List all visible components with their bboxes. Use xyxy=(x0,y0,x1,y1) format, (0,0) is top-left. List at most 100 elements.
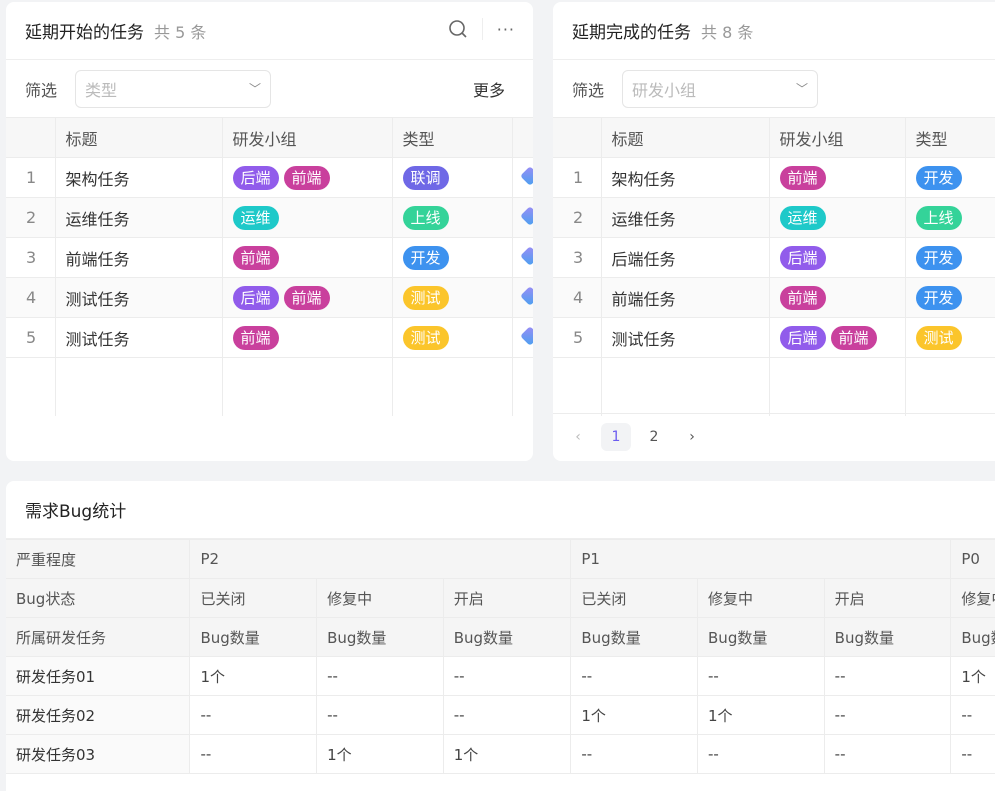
status-header: 修复中 xyxy=(697,578,825,618)
table-row[interactable]: 2 运维任务 运维 上线 xyxy=(6,197,533,238)
avatar-icon xyxy=(519,326,533,346)
tag: 前端 xyxy=(779,165,826,190)
severity-header: P1 xyxy=(570,539,952,579)
chevron-down-icon: ﹀ xyxy=(249,82,262,96)
tag: 开发 xyxy=(915,165,962,190)
avatar-icon xyxy=(519,286,533,306)
empty-cell xyxy=(6,357,56,416)
bug-count: -- xyxy=(316,695,444,735)
column-header[interactable]: 标题 xyxy=(601,117,770,158)
row-index: 2 xyxy=(6,197,56,238)
task-title[interactable]: 架构任务 xyxy=(55,157,223,198)
column-header-partial[interactable] xyxy=(512,117,533,158)
column-header[interactable]: 类型 xyxy=(905,117,995,158)
task-title[interactable]: 架构任务 xyxy=(601,157,770,198)
column-header[interactable]: 标题 xyxy=(55,117,223,158)
task-title[interactable]: 测试任务 xyxy=(601,317,770,358)
metric-row: 所属研发任务Bug数量Bug数量Bug数量Bug数量Bug数量Bug数量Bug数… xyxy=(6,617,995,657)
table-row[interactable]: 5 测试任务 后端 前端 测试 xyxy=(553,317,995,358)
bug-count: -- xyxy=(443,695,572,735)
task-title[interactable]: 运维任务 xyxy=(55,197,223,238)
empty-cell xyxy=(905,357,995,416)
table-row[interactable]: 3 后端任务 后端 开发 xyxy=(553,237,995,278)
table-row[interactable]: 4 测试任务 后端 前端 测试 xyxy=(6,277,533,318)
task-title[interactable]: 测试任务 xyxy=(55,317,223,358)
bug-count: 1个 xyxy=(697,695,825,735)
metric-header: Bug数量 xyxy=(950,617,995,657)
task-title[interactable]: 前端任务 xyxy=(601,277,770,318)
more-options-icon[interactable]: ··· xyxy=(496,19,515,39)
status-header: 开启 xyxy=(443,578,572,618)
task-table: 标题 研发小组 类型 1 架构任务 后端 前端 联调 2 运维任务 运维 上线 3 前端任务 前端 开发 4 测… xyxy=(6,117,533,416)
empty-cell xyxy=(222,357,393,416)
bug-count: 1个 xyxy=(316,734,444,774)
prev-page-icon[interactable]: ‹ xyxy=(575,429,581,445)
column-header[interactable]: 研发小组 xyxy=(222,117,393,158)
tag: 后端 xyxy=(232,285,279,310)
task-title[interactable]: 后端任务 xyxy=(601,237,770,278)
group-cell: 前端 xyxy=(222,237,393,278)
table-row[interactable]: 1 架构任务 前端 开发 xyxy=(553,157,995,198)
status-header: 开启 xyxy=(824,578,952,618)
table-row[interactable]: 2 运维任务 运维 上线 xyxy=(553,197,995,238)
table-row[interactable]: 5 测试任务 前端 测试 xyxy=(6,317,533,358)
table-row[interactable]: 1 架构任务 后端 前端 联调 xyxy=(6,157,533,198)
group-cell: 前端 xyxy=(222,317,393,358)
page-2[interactable]: 2 xyxy=(649,429,659,445)
group-cell: 运维 xyxy=(769,197,906,238)
task-title[interactable]: 前端任务 xyxy=(55,237,223,278)
search-icon[interactable] xyxy=(448,19,468,39)
type-cell: 上线 xyxy=(905,197,995,238)
status-row: Bug状态已关闭修复中开启已关闭修复中开启修复中 xyxy=(6,578,995,618)
bug-count: -- xyxy=(824,656,952,696)
assignee-cell xyxy=(512,157,533,198)
metric-header: Bug数量 xyxy=(316,617,444,657)
avatar-icon xyxy=(519,206,533,226)
more-filter-button[interactable]: 更多 xyxy=(472,80,505,100)
type-filter-select[interactable]: 类型 ﹀ xyxy=(75,69,272,108)
empty-cell xyxy=(392,357,513,416)
task-title[interactable]: 运维任务 xyxy=(601,197,770,238)
index-header xyxy=(6,117,56,158)
task-title[interactable]: 测试任务 xyxy=(55,277,223,318)
assignee-cell xyxy=(512,317,533,358)
group-cell: 后端 xyxy=(769,237,906,278)
card-count: 共 8 条 xyxy=(701,22,754,42)
tag: 前端 xyxy=(283,285,330,310)
bug-stats-table: 严重程度P2P1P0Bug状态已关闭修复中开启已关闭修复中开启修复中所属研发任务… xyxy=(6,539,995,774)
next-page-icon[interactable]: › xyxy=(689,429,695,445)
filter-label: 筛选 xyxy=(572,80,605,100)
severity-header: P2 xyxy=(189,539,572,579)
table-row[interactable]: 3 前端任务 前端 开发 xyxy=(6,237,533,278)
column-header[interactable]: 类型 xyxy=(392,117,513,158)
page-1[interactable]: 1 xyxy=(601,423,631,451)
severity-header: P0 xyxy=(950,539,995,579)
tag: 测试 xyxy=(402,325,449,350)
select-placeholder: 类型 xyxy=(85,80,118,100)
bug-count: -- xyxy=(697,656,825,696)
bug-count: -- xyxy=(189,734,318,774)
tag: 后端 xyxy=(779,325,826,350)
row-index: 1 xyxy=(553,157,602,198)
type-cell: 开发 xyxy=(905,277,995,318)
divider xyxy=(481,18,483,40)
group-filter-select[interactable]: 研发小组 ﹀ xyxy=(622,69,819,108)
tag: 上线 xyxy=(402,205,449,230)
type-cell: 开发 xyxy=(905,237,995,278)
avatar-icon xyxy=(519,246,533,266)
column-header[interactable]: 研发小组 xyxy=(769,117,906,158)
index-header xyxy=(553,117,602,158)
status-header: 已关闭 xyxy=(570,578,699,618)
group-cell: 运维 xyxy=(222,197,393,238)
tag: 上线 xyxy=(915,205,962,230)
card-header: 延期完成的任务 共 8 条 xyxy=(553,2,995,60)
pagination: ‹ 1 2 › xyxy=(563,423,707,451)
table-row[interactable]: 4 前端任务 前端 开发 xyxy=(553,277,995,318)
card-header: 延期开始的任务 共 5 条 ··· xyxy=(6,2,533,60)
severity-row: 严重程度 P2 P1 P0 xyxy=(6,539,995,579)
tag: 前端 xyxy=(830,325,877,350)
task-name: 研发任务03 xyxy=(6,734,191,774)
row-index: 5 xyxy=(553,317,602,358)
type-cell: 联调 xyxy=(392,157,513,198)
select-placeholder: 研发小组 xyxy=(632,80,697,100)
